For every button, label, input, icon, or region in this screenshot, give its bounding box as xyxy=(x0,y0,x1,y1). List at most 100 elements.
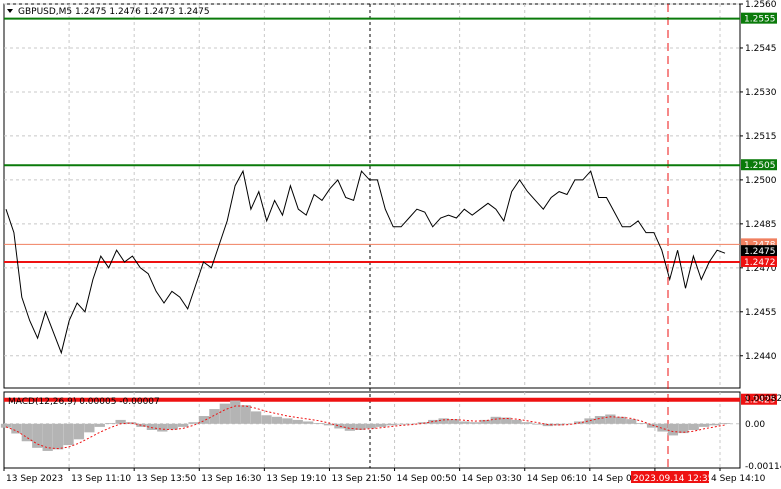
macd-axis-label: 0.00 xyxy=(745,420,765,430)
macd-axis: 0.00082 0.00 -0.00114 xyxy=(745,394,781,472)
level-1-2555-tag xyxy=(741,12,777,24)
macd-bar xyxy=(125,422,137,424)
macd-bar xyxy=(448,419,460,424)
macd-bar xyxy=(428,419,439,424)
level-1-2505-tag xyxy=(741,159,777,171)
macd-bar xyxy=(501,417,512,424)
price-chart-area[interactable] xyxy=(3,3,741,389)
time-axis-label: 13 Sep 2023 xyxy=(6,474,63,484)
time-highlight-bg xyxy=(631,471,709,483)
time-axis-label: 13 Sep 11:10 xyxy=(71,474,131,484)
macd-bar xyxy=(584,418,595,424)
time-axis-label: 14 Sep 00:50 xyxy=(397,474,457,484)
macd-bar xyxy=(271,416,283,424)
macd-bar xyxy=(563,423,574,425)
macd-bar xyxy=(136,423,147,427)
macd-bar xyxy=(303,421,314,424)
macd-bar xyxy=(250,411,262,424)
grid xyxy=(4,3,740,468)
macd-axis-label: 0.00082 xyxy=(745,394,781,404)
macd-bar xyxy=(417,422,428,424)
macd-bar xyxy=(636,423,647,424)
macd-bar xyxy=(438,418,449,424)
macd-bar xyxy=(178,423,189,427)
macd-bar xyxy=(355,423,366,430)
macd-bar xyxy=(532,423,543,425)
current-price-tag xyxy=(741,245,777,257)
macd-axis-label: -0.00114 xyxy=(745,462,781,472)
macd-bar xyxy=(32,423,43,448)
macd-bar xyxy=(261,415,272,424)
macd-bar xyxy=(11,423,22,434)
macd-bar xyxy=(459,421,470,424)
time-highlight-label: 2023.09.14 12:35 xyxy=(633,474,713,484)
level-1-2478-tag xyxy=(741,238,777,250)
macd-bar xyxy=(407,423,418,425)
symbol-ohlc-text: GBPUSD,M5 1.2475 1.2476 1.2473 1.2475 xyxy=(18,7,210,17)
macd-signal-line xyxy=(5,405,726,450)
macd-bar xyxy=(198,416,210,424)
macd-bar xyxy=(63,423,74,446)
macd-bar xyxy=(511,419,522,424)
macd-bar xyxy=(480,419,491,424)
time-axis-label: 14 Sep 06:10 xyxy=(527,474,587,484)
macd-bar xyxy=(719,423,731,424)
horizontal-levels xyxy=(4,17,740,402)
macd-bar xyxy=(219,403,230,424)
macd-bar xyxy=(323,423,335,426)
macd-bar xyxy=(490,416,501,424)
level-1-2425-tag xyxy=(741,393,777,405)
time-axis-label: 14 Sep 03:30 xyxy=(462,474,522,484)
macd-bar xyxy=(386,423,397,426)
time-axis-label: 13 Sep 19:10 xyxy=(266,474,326,484)
chart-header: GBPUSD,M5 1.2475 1.2476 1.2473 1.2475 xyxy=(7,7,210,17)
level-1-2505-tag-label: 1.2505 xyxy=(744,161,776,171)
macd-bar xyxy=(699,423,710,427)
macd-bar xyxy=(344,423,356,431)
level-1-2472-tag-label: 1.2472 xyxy=(744,258,776,268)
macd-panel[interactable] xyxy=(3,391,741,469)
macd-bar xyxy=(282,418,293,424)
macd-bar xyxy=(146,423,158,430)
macd-bar xyxy=(240,405,251,424)
macd-bar xyxy=(73,423,85,440)
macd-bar xyxy=(209,409,220,424)
macd-bar xyxy=(230,400,241,424)
time-axis-label: 13 Sep 13:50 xyxy=(136,474,196,484)
time-axis-label: 14 Sep 08:5 xyxy=(592,474,646,484)
macd-bar xyxy=(42,423,53,451)
macd-bar xyxy=(167,423,178,430)
time-axis-label: 13 Sep 21:50 xyxy=(331,474,391,484)
macd-bar xyxy=(521,422,533,424)
macd-bar xyxy=(396,423,408,425)
macd-bar xyxy=(292,419,303,424)
macd-label: MACD(12,26,9) 0.00005 -0.00007 xyxy=(8,397,160,407)
price-axis: 1.2560 1.2545 1.2530 1.2515 1.2500 1.2485 1.24… xyxy=(740,0,777,406)
time-axis-label: 13 Sep 16:30 xyxy=(201,474,261,484)
macd-bar xyxy=(334,423,345,429)
macd-bar xyxy=(605,414,616,424)
macd-bar xyxy=(657,423,668,432)
level-1-2472-tag xyxy=(741,255,777,267)
price-axis-label: 1.2560 xyxy=(745,0,777,10)
price-axis-label: 1.2515 xyxy=(745,132,777,142)
macd-bar xyxy=(469,422,481,424)
macd-bar xyxy=(709,423,720,426)
time-axis-label: 4 Sep 14:10 xyxy=(711,474,766,484)
macd-bar xyxy=(688,423,699,430)
macd-bar xyxy=(594,416,606,424)
price-axis-label: 1.2470 xyxy=(745,264,777,274)
price-axis-label: 1.2485 xyxy=(745,220,777,230)
triangle-down-icon[interactable] xyxy=(7,9,13,13)
macd-bar xyxy=(646,423,658,428)
price-axis-label: 1.2455 xyxy=(745,308,777,318)
price-series xyxy=(5,169,726,355)
price-line xyxy=(5,169,726,355)
level-1-2425-tag-label: 1.2425 xyxy=(744,396,776,406)
macd-bar xyxy=(52,423,64,450)
price-axis-label: 1.2530 xyxy=(745,88,777,98)
macd-bar xyxy=(626,419,637,424)
price-axis-label: 1.2440 xyxy=(745,352,777,362)
time-axis: 13 Sep 2023 13 Sep 11:10 13 Sep 13:50 13 Se… xyxy=(3,468,766,484)
